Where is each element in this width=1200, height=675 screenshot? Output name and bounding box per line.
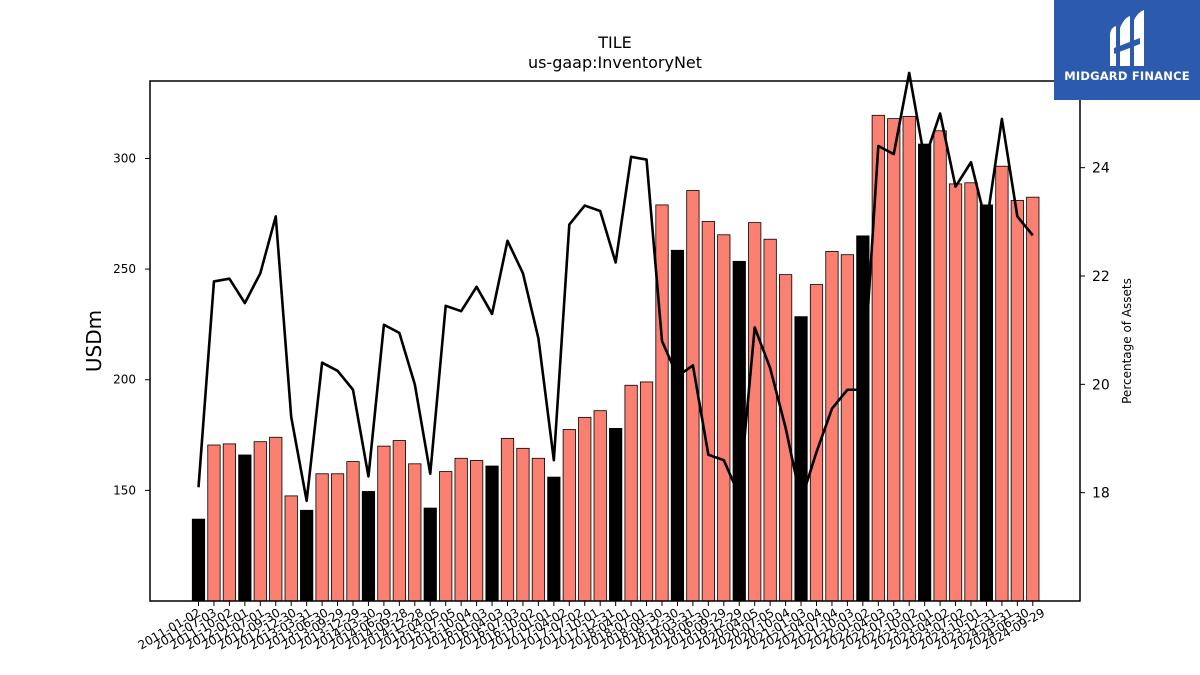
bar	[1026, 196, 1040, 602]
bar	[918, 143, 932, 602]
bar	[717, 234, 731, 602]
y-tick-label: 200	[113, 373, 136, 387]
midgard-finance-logo: MIDGARD FINANCE	[1054, 0, 1200, 100]
bar	[500, 437, 515, 602]
bar	[253, 441, 267, 602]
bar	[300, 509, 314, 602]
bar	[346, 461, 360, 602]
bar	[392, 440, 406, 602]
bar	[670, 249, 685, 602]
chart-title: TILE	[597, 33, 632, 52]
bar	[238, 454, 252, 602]
bar	[284, 495, 298, 602]
bar	[871, 114, 885, 602]
y-axis-label: USDm	[82, 310, 106, 372]
y-axis-right: 18 20 22 24	[1080, 161, 1110, 502]
bar	[578, 416, 592, 602]
bar	[979, 204, 994, 602]
bar	[222, 443, 236, 602]
y-tick-label: 250	[113, 262, 136, 276]
bar	[609, 427, 623, 602]
bar	[1010, 200, 1024, 602]
line-series	[197, 71, 1034, 503]
bar	[748, 222, 762, 602]
bar	[655, 204, 669, 602]
bar	[315, 473, 329, 602]
bar	[547, 476, 561, 602]
y2-tick-label: 20	[1092, 377, 1110, 393]
bar	[377, 445, 391, 602]
bar	[902, 116, 916, 602]
bar	[207, 444, 221, 602]
bar	[423, 507, 437, 602]
y2-tick-label: 24	[1092, 161, 1110, 177]
bar	[763, 238, 777, 602]
x-axis: 2011-01-022011-07-032011-10-022012-01-01…	[136, 601, 1047, 652]
bar	[624, 384, 638, 602]
bar	[794, 316, 808, 602]
y2-axis-label: Percentage of Assets	[1120, 278, 1134, 404]
bar	[825, 250, 839, 602]
bar	[191, 518, 206, 602]
bar	[639, 381, 654, 602]
bar	[330, 473, 345, 602]
bar	[856, 235, 870, 602]
bar	[701, 221, 715, 602]
plot-frame	[149, 80, 1081, 602]
midgard-logo-icon	[1110, 10, 1144, 66]
bar	[593, 410, 607, 602]
bar	[361, 491, 376, 602]
bars-layer	[191, 114, 1040, 602]
y-axis-left: 150 200 250 300	[113, 151, 150, 497]
bar	[732, 260, 746, 602]
bar	[408, 463, 422, 602]
y2-tick-label: 22	[1092, 269, 1110, 285]
logo-text: MIDGARD FINANCE	[1064, 69, 1190, 83]
line-layer	[197, 71, 1034, 503]
y-tick-label: 150	[113, 483, 136, 497]
bar	[439, 471, 453, 602]
bar	[995, 165, 1009, 602]
bar	[933, 130, 947, 602]
bar	[948, 183, 963, 602]
bar	[469, 460, 484, 602]
bar	[964, 182, 978, 602]
bar	[562, 429, 576, 602]
bar	[516, 447, 530, 602]
y2-tick-label: 18	[1092, 486, 1110, 502]
bar	[887, 118, 901, 602]
bar	[269, 436, 283, 602]
chart-subtitle: us-gaap:InventoryNet	[528, 53, 702, 72]
bar	[531, 457, 546, 602]
bar	[840, 254, 855, 602]
bar	[454, 457, 468, 602]
y-tick-label: 300	[113, 151, 136, 165]
bar	[779, 274, 793, 602]
bar	[485, 465, 499, 602]
